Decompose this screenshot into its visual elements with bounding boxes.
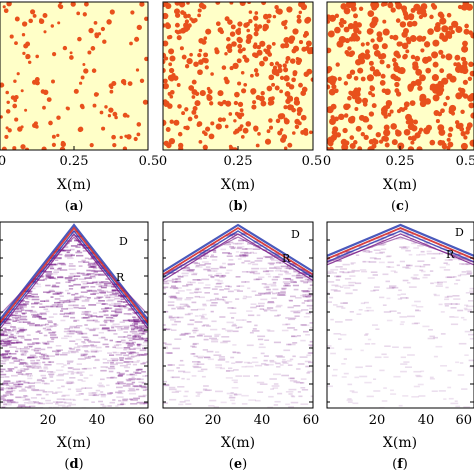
particles-a: [0, 2, 148, 150]
particles-c: [327, 2, 474, 150]
tick-b-0: 0: [159, 154, 167, 169]
label-direct-e: D: [291, 228, 300, 241]
panel-d: [0, 221, 149, 409]
tick-d-20: 20: [40, 413, 57, 428]
label-reflected-d: R: [116, 271, 125, 284]
tick-c-end: 0.5: [456, 154, 474, 169]
tick-e-40: 40: [254, 413, 271, 428]
tick-a-mid: 0.25: [60, 154, 89, 169]
tick-d-60: 60: [138, 413, 155, 428]
tick-a-0: 0: [0, 154, 6, 169]
tick-c-mid: 0.25: [386, 154, 415, 169]
wavefield-f: [327, 223, 474, 408]
label-reflected-e: R: [282, 252, 291, 265]
tick-a-end: 0.5: [139, 154, 160, 169]
sand-background-a: [0, 1, 149, 151]
xlabel-c: X(m): [383, 177, 417, 193]
tick-f-60: 60: [455, 413, 472, 428]
label-reflected-f: R: [446, 248, 455, 261]
tick-b-end: 0.5: [302, 154, 323, 169]
panel-label-c: (c): [391, 199, 409, 214]
panel-label-a: (a): [65, 199, 84, 214]
xlabel-f: X(m): [383, 435, 417, 451]
label-direct-d: D: [119, 235, 128, 248]
panel-c: [326, 1, 474, 151]
tick-c-0: 0: [323, 154, 331, 169]
panel-b: [162, 1, 314, 151]
panel-f: [326, 221, 474, 409]
tick-e-20: 20: [205, 413, 222, 428]
panel-e: [162, 221, 314, 409]
label-direct-f: D: [455, 226, 464, 239]
xlabel-e: X(m): [221, 435, 255, 451]
tick-f-40: 40: [418, 413, 435, 428]
xlabel-a: X(m): [57, 177, 91, 193]
panel-label-e: (e): [229, 457, 247, 472]
xlabel-b: X(m): [221, 177, 255, 193]
panel-label-f: (f): [392, 457, 408, 472]
top-axis-ticks: [73, 146, 401, 150]
particles-b: [163, 2, 313, 150]
wavefield-d: [0, 223, 148, 408]
panel-label-d: (d): [64, 457, 83, 472]
tick-b-mid: 0.25: [224, 154, 253, 169]
tick-e-60: 60: [303, 413, 320, 428]
bottom-y-ticks: [0, 239, 474, 403]
panel-label-b: (b): [228, 199, 247, 214]
tick-f-20: 20: [369, 413, 386, 428]
wavefield-e: [163, 223, 313, 408]
panel-a: [0, 1, 149, 151]
tick-d-40: 40: [89, 413, 106, 428]
xlabel-d: X(m): [57, 435, 91, 451]
